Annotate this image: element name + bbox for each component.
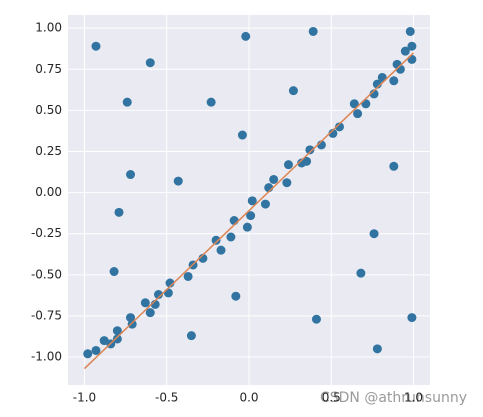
scatter-point <box>173 176 183 186</box>
scatter-point <box>305 145 315 155</box>
fit-line <box>83 52 415 370</box>
scatter-point <box>112 326 122 336</box>
scatter-point <box>237 130 247 140</box>
x-tick-label: -1.0 <box>73 391 96 405</box>
scatter-point <box>186 331 196 341</box>
scatter-point <box>140 298 150 308</box>
scatter-point <box>369 229 379 239</box>
scatter-point <box>389 161 399 171</box>
scatter-point <box>283 160 293 170</box>
scatter-point <box>407 41 417 51</box>
scatter-point <box>405 26 415 36</box>
scatter-point <box>349 99 359 109</box>
scatter-point <box>145 308 155 318</box>
scatter-point <box>154 290 163 300</box>
scatter-point <box>335 122 344 132</box>
scatter-point <box>126 170 136 180</box>
scatter-point <box>400 46 410 56</box>
scatter-point <box>369 89 379 99</box>
scatter-point <box>241 31 251 41</box>
scatter-point <box>242 222 252 232</box>
scatter-point <box>282 178 292 188</box>
scatter-point <box>407 313 417 323</box>
scatter-point <box>114 207 124 217</box>
scatter-point <box>216 245 226 255</box>
scatter-point <box>145 58 155 68</box>
scatter-point <box>356 268 366 278</box>
scatter-point <box>246 211 256 221</box>
scatter-point <box>122 97 132 107</box>
scatter-point <box>302 156 312 166</box>
scatter-point <box>328 128 338 138</box>
scatter-point <box>91 345 101 355</box>
scatter-point <box>127 319 137 329</box>
scatter-point <box>112 334 122 344</box>
x-tick-label: -0.5 <box>155 391 178 405</box>
y-tick-label: -0.50 <box>31 267 62 281</box>
scatter-point <box>260 199 270 209</box>
y-tick-label: 0.25 <box>35 144 62 158</box>
y-tick-label: 0.00 <box>35 185 62 199</box>
y-tick-label: 1.00 <box>35 21 62 35</box>
scatter-point <box>183 271 193 281</box>
scatter-point <box>231 291 241 301</box>
y-tick-label: -1.00 <box>31 350 62 364</box>
scatter-point <box>372 344 382 354</box>
y-tick-label: -0.75 <box>31 308 62 322</box>
scatter-point <box>91 41 101 51</box>
scatter-point <box>308 26 318 36</box>
scatter-point <box>109 267 119 277</box>
scatter-point <box>211 235 221 245</box>
x-tick-label: 0.0 <box>239 391 258 405</box>
scatter-point <box>353 109 363 119</box>
scatter-point <box>311 314 321 324</box>
scatter-point <box>269 174 279 184</box>
scatter-point <box>229 216 239 226</box>
scatter-point <box>83 349 93 359</box>
scatter-point <box>407 54 417 64</box>
scatter-point <box>163 288 173 298</box>
scatter-point <box>389 76 399 86</box>
x-tick-label: 0.5 <box>322 391 341 405</box>
scatter-point <box>288 86 298 96</box>
watermark: CSDN @athrunsunny <box>320 390 467 406</box>
scatter-point <box>206 97 216 107</box>
scatter-point <box>226 232 236 242</box>
scatter-point <box>247 196 257 206</box>
y-tick-label: -0.25 <box>31 226 62 240</box>
y-tick-label: 0.50 <box>35 103 62 117</box>
y-tick-label: 0.75 <box>35 62 62 76</box>
x-tick-label: 1.0 <box>404 391 423 405</box>
